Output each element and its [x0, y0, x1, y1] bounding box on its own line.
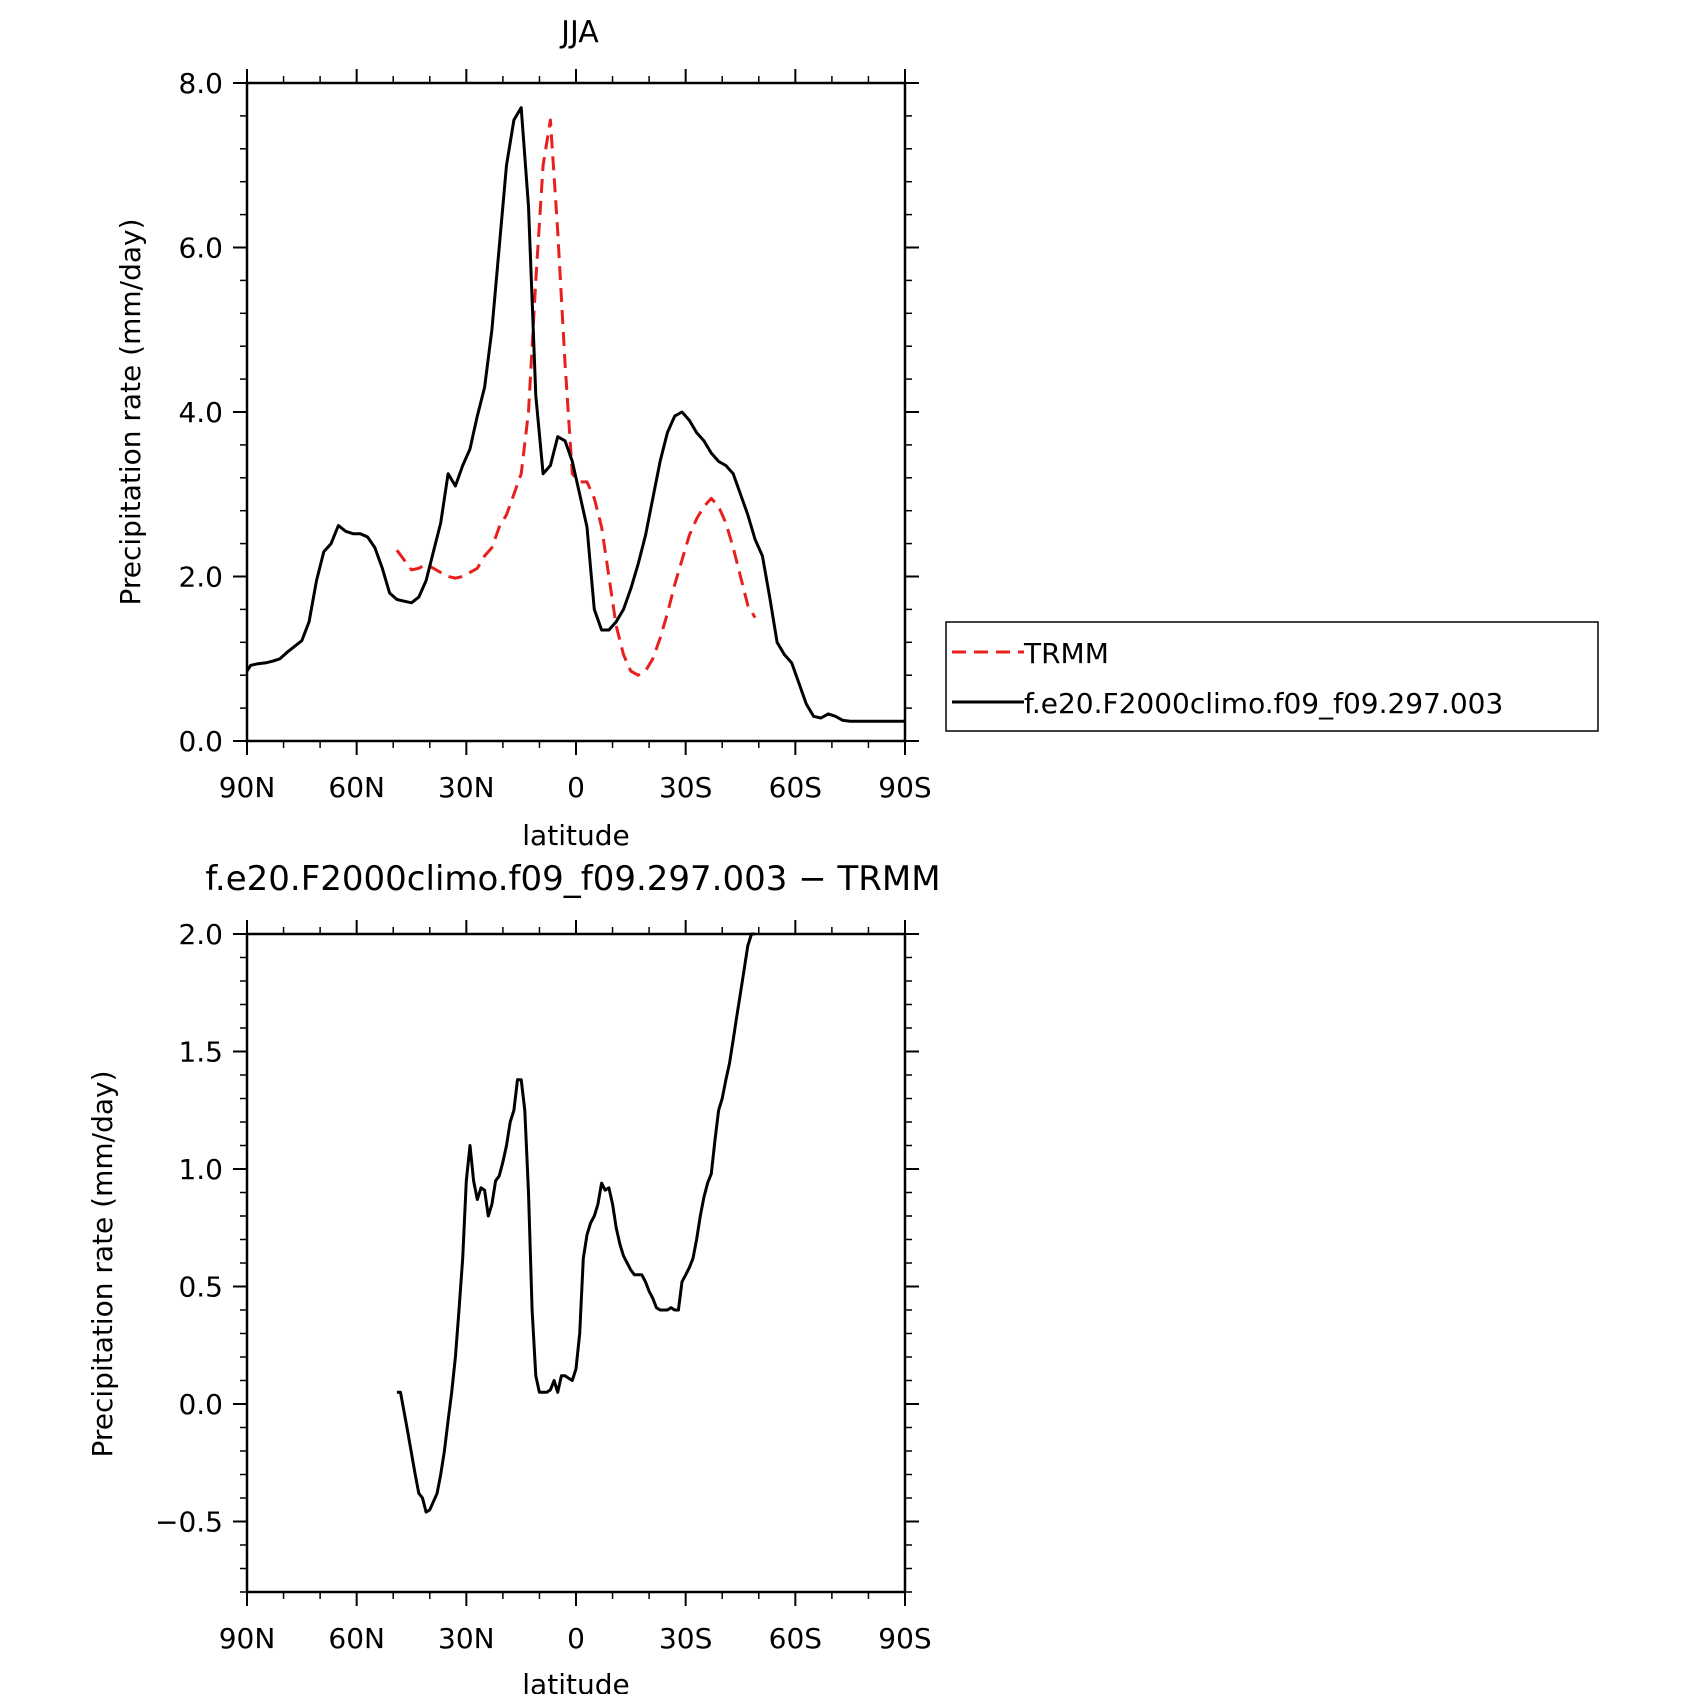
legend-box: [945, 621, 1599, 732]
top-plot-frame: [245, 81, 907, 743]
y-tick-label: 0.0: [178, 725, 223, 758]
y-tick-label: −0.5: [155, 1506, 223, 1539]
legend: TRMM f.e20.F2000climo.f09_f09.297.003: [945, 621, 1599, 732]
bottom-y-axis-label: Precipitation rate (mm/day): [86, 1070, 119, 1457]
x-tick-label: 60S: [769, 771, 822, 804]
y-tick-label: 2.0: [178, 918, 223, 951]
x-tick-label: 30N: [438, 1622, 495, 1655]
series-line-trmm: [395, 118, 757, 677]
y-tick-label: 8.0: [178, 67, 223, 100]
top-y-axis-label: Precipitation rate (mm/day): [114, 218, 147, 605]
y-tick-label: 6.0: [178, 232, 223, 265]
x-tick-label: 0: [567, 771, 585, 804]
legend-label-trmm: TRMM: [1023, 637, 1109, 670]
x-tick-label: 60N: [328, 1622, 385, 1655]
bottom-x-axis-label: latitude: [522, 1668, 629, 1694]
legend-label-model: f.e20.F2000climo.f09_f09.297.003: [1024, 687, 1503, 720]
bottom-panel: f.e20.F2000climo.f09_f09.297.003 − TRMM …: [86, 859, 941, 1694]
y-tick-label: 0.0: [178, 1388, 223, 1421]
y-tick-label: 2.0: [178, 561, 223, 594]
x-tick-label: 0: [567, 1622, 585, 1655]
x-tick-label: 30S: [659, 771, 712, 804]
x-tick-label: 90N: [219, 1622, 276, 1655]
x-tick-label: 90N: [219, 771, 276, 804]
bottom-plot-frame: [245, 932, 907, 1594]
x-tick-label: 60N: [328, 771, 385, 804]
x-tick-label: 30N: [438, 771, 495, 804]
top-x-axis-label: latitude: [522, 819, 629, 852]
series-line-f-e20-f2000climo-f09-f09-297-003: [245, 106, 905, 723]
x-tick-label: 60S: [769, 1622, 822, 1655]
top-chart-title: JJA: [559, 15, 599, 50]
x-tick-label: 30S: [659, 1622, 712, 1655]
bottom-chart-title: f.e20.F2000climo.f09_f09.297.003 − TRMM: [205, 859, 940, 899]
y-tick-label: 0.5: [178, 1271, 223, 1304]
x-tick-label: 90S: [878, 771, 931, 804]
y-tick-label: 1.0: [178, 1153, 223, 1186]
series-line-diff-0: [396, 932, 756, 1514]
y-tick-label: 1.5: [178, 1036, 223, 1069]
y-tick-label: 4.0: [178, 396, 223, 429]
x-tick-label: 90S: [878, 1622, 931, 1655]
top-panel: JJA 90N 60N 30N 0 30S 60S 90S 0.0 2.0 4.0 6.0 8.0 l…: [114, 15, 932, 852]
